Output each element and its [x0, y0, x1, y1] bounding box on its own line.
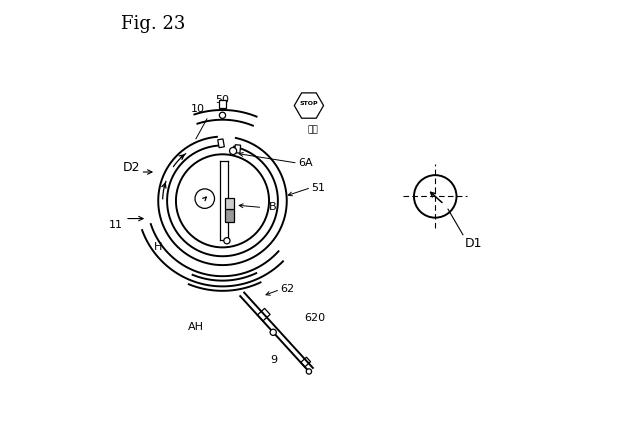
Circle shape — [195, 189, 214, 208]
Circle shape — [307, 369, 312, 374]
Text: 51: 51 — [311, 182, 325, 193]
Bar — [218, 139, 225, 148]
Text: 停止: 停止 — [307, 125, 318, 135]
Text: 10: 10 — [191, 104, 205, 115]
Text: D2: D2 — [123, 161, 141, 174]
Text: AH: AH — [188, 322, 204, 332]
Text: 6A: 6A — [298, 158, 312, 168]
Text: H: H — [154, 242, 163, 252]
Text: 6B: 6B — [262, 202, 277, 212]
Circle shape — [220, 112, 225, 118]
Circle shape — [230, 148, 237, 154]
Text: D1: D1 — [465, 237, 483, 250]
Bar — [225, 198, 234, 209]
Text: 11: 11 — [109, 220, 123, 230]
Bar — [219, 100, 226, 108]
Bar — [235, 145, 241, 153]
Circle shape — [270, 329, 276, 335]
Bar — [225, 209, 234, 222]
Text: 62: 62 — [280, 285, 294, 294]
Circle shape — [414, 175, 456, 218]
Text: STOP: STOP — [300, 101, 318, 106]
Circle shape — [176, 154, 269, 248]
Text: 620: 620 — [305, 313, 326, 323]
Polygon shape — [294, 93, 324, 118]
Text: Fig. 23: Fig. 23 — [120, 15, 185, 33]
Circle shape — [224, 238, 230, 244]
Text: 50: 50 — [216, 95, 230, 105]
Text: 9: 9 — [270, 355, 277, 365]
